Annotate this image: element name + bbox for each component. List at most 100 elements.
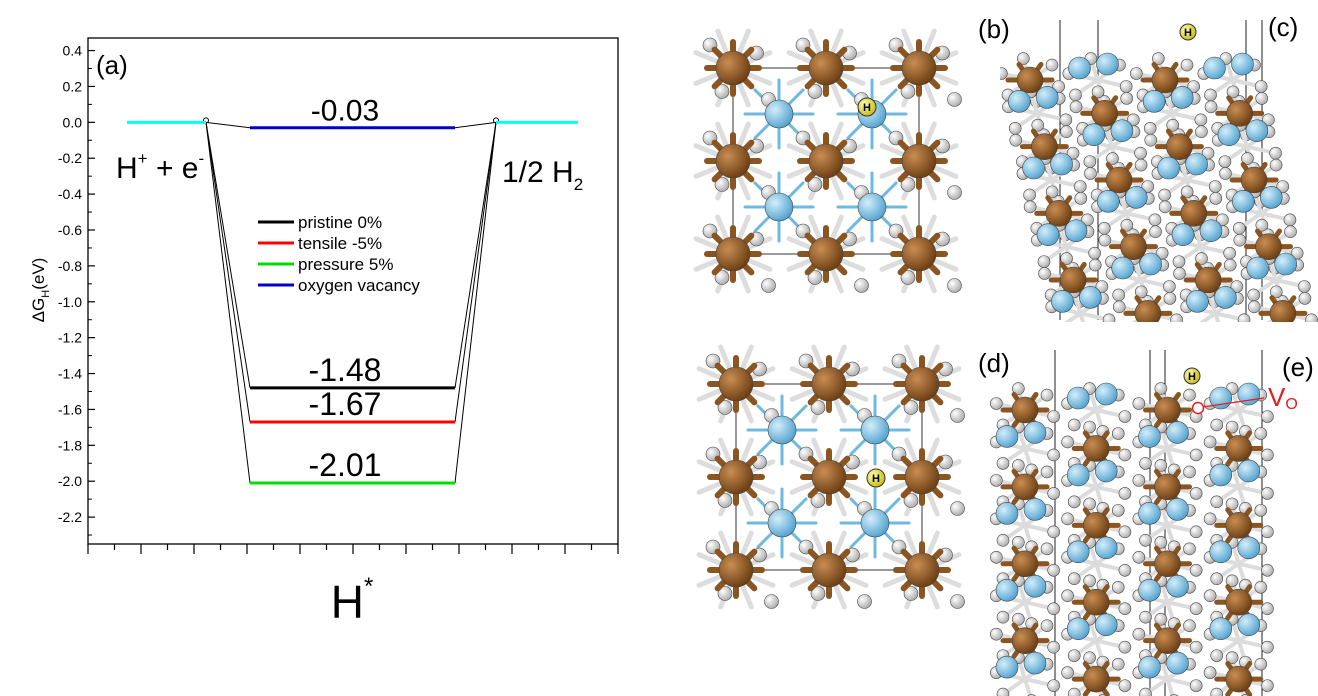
oxygen-atom	[714, 270, 730, 285]
oxygen-atom	[900, 270, 916, 285]
oxygen-atom	[761, 278, 776, 293]
y-tick-label: -1.6	[58, 401, 82, 417]
metal-atom	[808, 236, 844, 272]
oxygen-atom	[1152, 52, 1165, 65]
oxygen-atom	[1180, 58, 1194, 72]
cation-atom	[1231, 52, 1254, 76]
bond	[1213, 311, 1221, 322]
panel-label-e: (e)	[1282, 352, 1314, 382]
cation-atom	[1237, 459, 1261, 483]
oxygen-atom	[990, 474, 1003, 487]
oxygen-atom	[1154, 459, 1168, 472]
cation-atom	[1066, 463, 1090, 487]
oxygen-atom	[950, 501, 965, 516]
oxygen-atom	[1083, 155, 1097, 168]
cation-atom	[1094, 459, 1118, 483]
oxygen-atom	[1106, 152, 1119, 165]
oxygen-atom	[1149, 225, 1162, 239]
metal-atom	[1225, 512, 1253, 539]
metal-atom	[1082, 665, 1110, 693]
oxygen-atom	[717, 493, 733, 508]
oxygen-atom	[810, 493, 826, 508]
y-tick-label: -2.0	[58, 473, 82, 489]
oxygen-atom	[1203, 512, 1217, 526]
oxygen-atom	[1195, 125, 1208, 139]
cation-atom	[1260, 186, 1283, 209]
metal-atom	[1120, 233, 1147, 260]
oxygen-atom	[1261, 640, 1274, 654]
oxygen-atom	[1225, 651, 1239, 664]
oxygen-atom	[903, 493, 919, 508]
metal-atom	[1154, 627, 1181, 654]
y-tick-label: -0.8	[58, 258, 82, 274]
cation-atom	[1217, 123, 1241, 146]
connector-right	[454, 122, 497, 484]
oxygen-atom	[1017, 52, 1030, 65]
oxygen-atom	[1241, 152, 1254, 165]
cation-atom	[1035, 86, 1059, 109]
oxygen-atom	[1208, 180, 1222, 193]
oxygen-atom	[1067, 687, 1081, 696]
oxygen-atom	[1210, 495, 1224, 509]
oxygen-atom	[1260, 321, 1262, 322]
cation-atom	[857, 192, 887, 222]
metal-atom	[1082, 588, 1110, 616]
y-tick-label: -1.2	[58, 330, 82, 346]
metal-atom	[901, 50, 937, 86]
oxygen-atom	[1226, 85, 1240, 99]
cation-atom	[1237, 613, 1261, 636]
oxygen-atom	[1111, 580, 1125, 594]
oxygen-atom	[1069, 88, 1082, 102]
oxygen-atom	[1012, 382, 1025, 395]
oxygen-atom	[1225, 497, 1239, 511]
oxygen-atom	[1232, 221, 1246, 235]
oxygen-atom	[1158, 188, 1171, 202]
oxygen-atom	[1189, 679, 1203, 692]
oxygen-atom	[1059, 113, 1073, 127]
oxygen-atom	[947, 92, 962, 107]
metal-atom	[811, 459, 847, 495]
oxygen-atom	[1189, 448, 1203, 462]
metal-atom	[1011, 473, 1039, 501]
oxygen-atom	[1119, 80, 1133, 93]
y-tick-label: -0.2	[58, 150, 82, 166]
vacancy-pointer	[1202, 397, 1265, 408]
oxygen-atom	[807, 84, 823, 99]
cation-atom	[1237, 536, 1261, 560]
oxygen-atom	[1073, 180, 1087, 193]
oxygen-atom	[1192, 321, 1194, 322]
oxygen-atom	[717, 400, 733, 415]
cation-atom	[1166, 498, 1189, 521]
oxygen-atom	[947, 278, 962, 293]
metal-atom	[811, 552, 847, 588]
cation-atom	[1209, 463, 1233, 487]
metal-atom	[1016, 66, 1044, 94]
oxygen-atom	[1047, 487, 1060, 500]
cation-atom	[1232, 190, 1255, 213]
metal-atom	[1154, 473, 1181, 501]
metal-atom	[1166, 133, 1193, 160]
cation-atom	[995, 502, 1019, 525]
hydrogen-icon	[866, 468, 886, 488]
oxygen-atom	[1061, 435, 1074, 449]
metal-atom	[1226, 100, 1253, 127]
oxygen-atom	[1031, 118, 1045, 132]
oxygen-atom	[1111, 504, 1125, 517]
oxygen-atom	[1045, 185, 1059, 199]
cation-atom	[1142, 90, 1166, 113]
value-label: -0.03	[311, 95, 379, 128]
y-tick-label: 0.2	[63, 78, 83, 94]
atoms-b: H	[693, 28, 962, 294]
bond	[1064, 311, 1083, 322]
oxygen-atom	[1163, 280, 1176, 293]
oxygen-atom	[1261, 525, 1274, 539]
oxygen-atom	[1269, 158, 1283, 172]
oxygen-atom	[714, 177, 730, 192]
oxygen-atom	[1061, 666, 1074, 679]
oxygen-atom	[1060, 125, 1073, 139]
metal-atom	[1082, 435, 1110, 462]
oxygen-atom	[903, 586, 919, 601]
oxygen-atom	[1038, 267, 1051, 280]
cation-atom	[1096, 52, 1119, 76]
